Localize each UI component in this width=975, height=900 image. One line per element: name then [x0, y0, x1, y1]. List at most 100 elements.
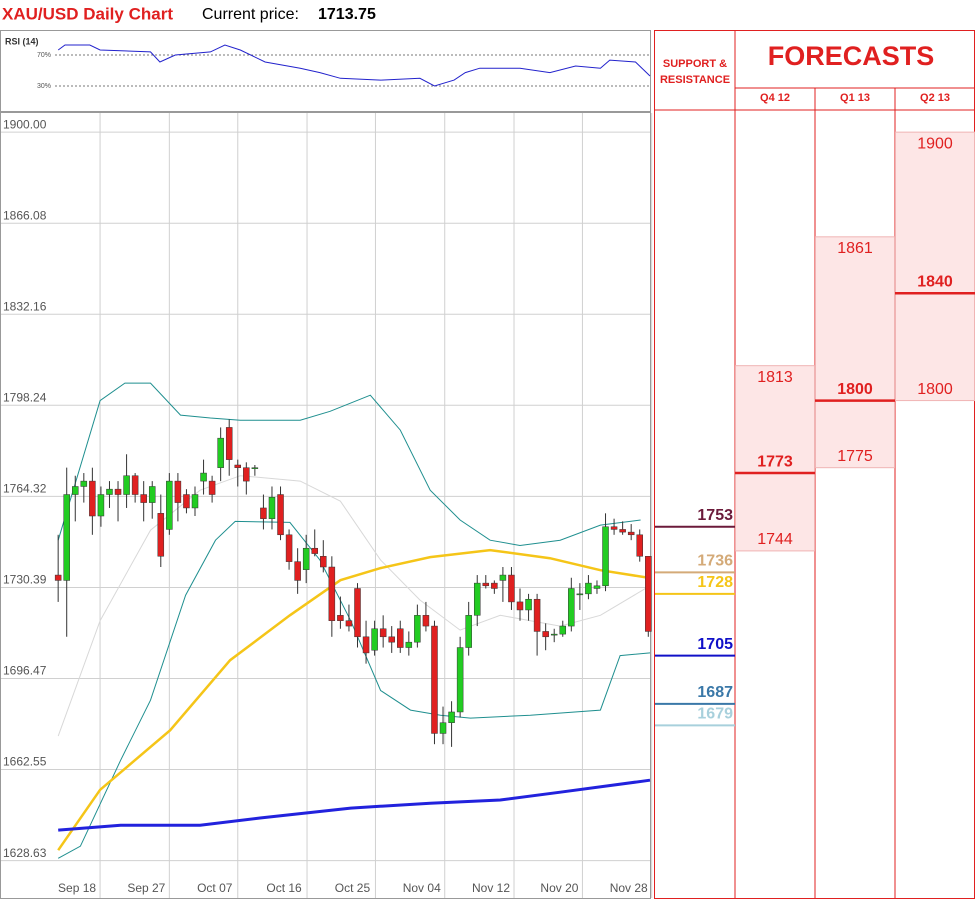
y-tick-label: 1628.63	[3, 846, 47, 860]
candle-body	[114, 488, 122, 495]
x-tick-label: Nov 04	[403, 881, 441, 895]
quarter-label: Q2 13	[920, 92, 950, 104]
candle-body	[645, 556, 652, 632]
support-label: 1705	[697, 636, 733, 653]
forecast-mid-label: 1773	[757, 453, 793, 470]
indicator-line	[57, 548, 651, 851]
candle-body	[585, 582, 592, 595]
candle-body	[191, 494, 199, 509]
candle-body	[362, 636, 370, 654]
forecast-title: FORECASTS	[768, 41, 935, 71]
candle-body	[627, 531, 635, 536]
candle-body	[157, 513, 165, 557]
quarter-label: Q4 12	[760, 92, 790, 104]
indicator-line	[58, 778, 651, 832]
candle-body	[379, 628, 387, 638]
candle-body	[174, 480, 182, 503]
forecast-high: 1813	[757, 369, 793, 386]
candle-body	[636, 534, 643, 557]
candle-body	[311, 547, 318, 554]
y-tick-label: 1832.16	[3, 299, 47, 313]
candle-body	[200, 472, 207, 482]
candle-body	[516, 601, 524, 611]
candle-body	[439, 722, 447, 734]
forecast-high: 1861	[837, 240, 873, 257]
candle-body	[619, 529, 626, 533]
candle-body	[320, 556, 327, 568]
candle-body	[243, 467, 250, 482]
x-tick-label: Nov 12	[472, 881, 510, 895]
candle-body	[371, 628, 378, 651]
y-tick-label: 1662.55	[3, 755, 47, 769]
candle-body	[294, 561, 301, 581]
candle-body	[217, 437, 224, 468]
x-tick-label: Oct 07	[197, 881, 233, 895]
candle-body	[328, 566, 336, 621]
candle-body	[491, 582, 498, 589]
candle-body	[397, 628, 404, 648]
candle-body	[260, 507, 267, 519]
candle-body	[302, 547, 310, 570]
forecast-low: 1744	[757, 531, 793, 548]
y-tick-label: 1798.24	[3, 390, 47, 404]
y-tick-label: 1900.00	[3, 117, 47, 131]
forecast-range	[815, 236, 895, 469]
x-tick-label: Oct 16	[266, 881, 302, 895]
candle-body	[568, 588, 575, 627]
price-frame	[0, 112, 651, 899]
candle-body	[508, 574, 515, 603]
candle-body	[533, 598, 541, 632]
candle-body	[602, 526, 609, 587]
y-tick-label: 1730.39	[3, 573, 47, 587]
candle-body	[234, 464, 242, 468]
candle-body	[285, 534, 293, 562]
candle-body	[354, 588, 361, 638]
rsi-label: RSI (14)	[5, 36, 39, 46]
candle-body	[225, 427, 233, 460]
forecast-mid-label: 1840	[917, 273, 953, 290]
indicator-line	[57, 382, 641, 547]
rsi-line	[57, 44, 651, 87]
quarter-label: Q1 13	[840, 92, 870, 104]
candle-body	[431, 625, 438, 734]
candle-body	[72, 486, 79, 495]
candle-body	[482, 582, 490, 587]
candle-body	[405, 641, 413, 648]
x-tick-label: Oct 25	[335, 881, 371, 895]
candle-body	[63, 494, 70, 581]
indicator-line	[57, 520, 651, 859]
candle-body	[208, 480, 216, 495]
candle-body	[550, 633, 558, 636]
candle-body	[593, 585, 601, 589]
candle-body	[268, 496, 276, 519]
forecast-high: 1900	[917, 135, 953, 152]
candle-body	[166, 480, 173, 530]
support-label: 1728	[697, 574, 733, 591]
x-tick-label: Nov 28	[610, 881, 648, 895]
candle-body	[414, 615, 421, 643]
candle-body	[148, 486, 156, 503]
x-tick-label: Sep 18	[58, 881, 96, 895]
support-title: SUPPORT &	[663, 58, 727, 70]
candle-body	[123, 475, 130, 495]
candle-body	[277, 494, 284, 536]
candle-body	[97, 494, 105, 517]
candle-body	[388, 636, 395, 643]
chart-title: XAU/USD Daily Chart	[2, 4, 173, 23]
forecast-low: 1775	[837, 448, 873, 465]
support-label: 1753	[697, 507, 733, 524]
candle-body	[499, 574, 507, 581]
y-tick-label: 1764.32	[3, 482, 47, 496]
candle-body	[345, 620, 353, 627]
candle-body	[422, 615, 430, 627]
candle-body	[456, 647, 464, 713]
x-tick-label: Nov 20	[540, 881, 578, 895]
candle-body	[542, 631, 549, 638]
support-label: 1687	[697, 684, 733, 701]
x-tick-label: Sep 27	[127, 881, 165, 895]
forecast-range	[895, 131, 975, 402]
indicator-line	[57, 475, 651, 737]
candle-body	[106, 488, 113, 495]
